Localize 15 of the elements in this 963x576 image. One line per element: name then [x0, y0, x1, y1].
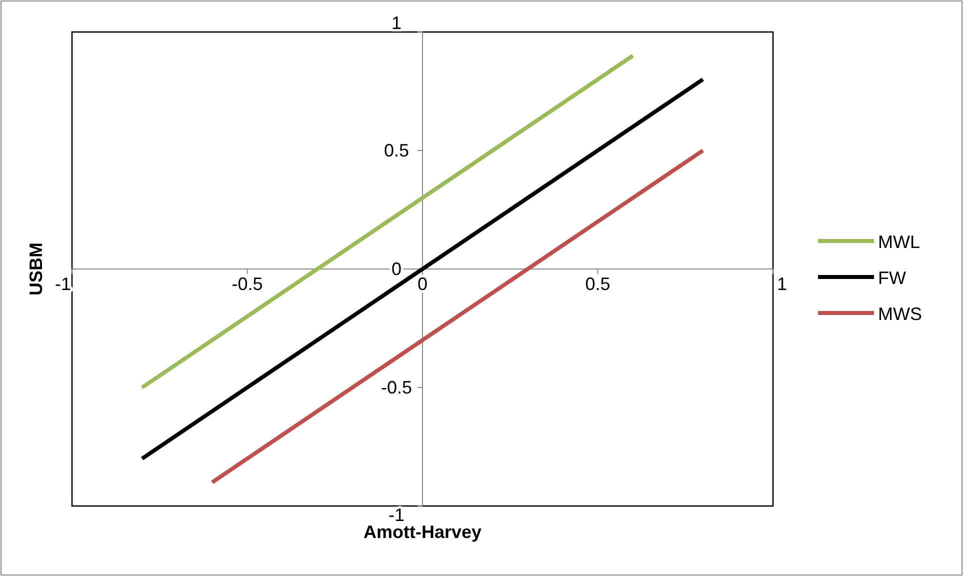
y-tick-label: 0	[391, 259, 402, 279]
x-axis-title: Amott-Harvey	[363, 522, 482, 542]
legend-label: MWL	[878, 232, 920, 252]
y-tick-label: 1	[391, 13, 402, 33]
y-tick-label: 0.5	[384, 140, 410, 160]
x-tick-label: 0.5	[585, 274, 610, 294]
x-tick-label: 0	[417, 274, 428, 294]
x-tick-label: -1	[54, 274, 72, 294]
legend-label: MWS	[878, 304, 922, 324]
legend-label: FW	[878, 268, 906, 288]
x-tick-label: -0.5	[232, 274, 263, 294]
y-tick-label: -1	[388, 505, 405, 525]
y-tick-label: -0.5	[380, 378, 412, 398]
x-tick-label: 1	[776, 274, 788, 294]
y-axis-title: USBM	[26, 242, 46, 296]
